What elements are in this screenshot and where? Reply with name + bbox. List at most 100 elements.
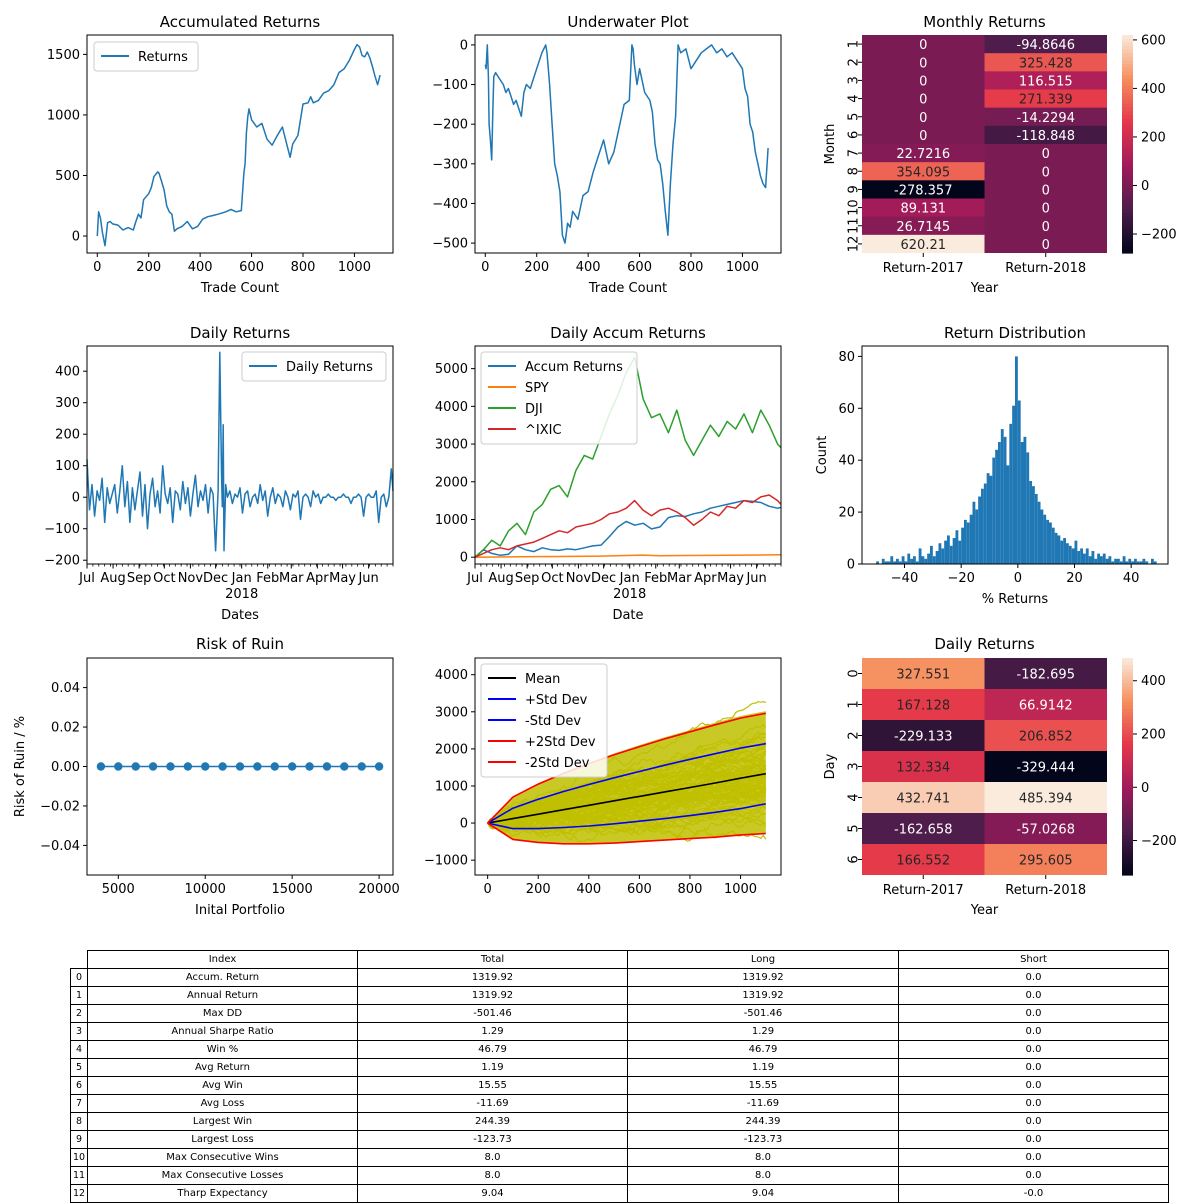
histogram-bar bbox=[1037, 501, 1041, 564]
colorbar-segment bbox=[1122, 690, 1133, 695]
table-cell: 1.19 bbox=[627, 1058, 899, 1077]
table-row-index: 5 bbox=[70, 1058, 88, 1077]
x-tick-label: 400 bbox=[576, 260, 601, 275]
legend-label: Daily Returns bbox=[286, 360, 373, 375]
colorbar-segment bbox=[1122, 85, 1133, 91]
heatmap-cell bbox=[984, 198, 1107, 218]
colorbar-segment bbox=[1122, 89, 1133, 94]
histogram-bar bbox=[1088, 556, 1092, 564]
daily-returns-legend bbox=[241, 351, 387, 382]
x-tick-label: 40 bbox=[1123, 571, 1140, 586]
heatmap-cell bbox=[984, 689, 1107, 721]
heatmap-cell bbox=[862, 53, 985, 72]
heatmap-cell bbox=[862, 782, 985, 814]
x-tick-label: 0 bbox=[93, 260, 101, 275]
colorbar-segment bbox=[1122, 842, 1133, 847]
y-tick-label: 8 bbox=[847, 167, 862, 175]
histogram-bar bbox=[998, 442, 1001, 564]
colorbar-segment bbox=[1122, 169, 1133, 174]
colorbar-tick-label: 0 bbox=[1141, 781, 1149, 796]
y-tick-label: 1000 bbox=[435, 513, 468, 528]
y-tick-label: 4000 bbox=[435, 668, 468, 683]
y-axis-label: Day bbox=[823, 753, 838, 779]
histogram-bar bbox=[1034, 493, 1038, 564]
y-tick-label: 0 bbox=[847, 558, 855, 573]
table-corner bbox=[71, 951, 88, 969]
histogram-bar bbox=[1100, 556, 1103, 564]
colorbar-segment bbox=[1122, 129, 1133, 134]
colorbar-tick-label: 600 bbox=[1141, 33, 1166, 48]
risk-point bbox=[340, 762, 349, 771]
histogram-bar bbox=[1139, 561, 1143, 564]
colorbar-segment bbox=[1122, 809, 1133, 815]
histogram-bar bbox=[1085, 548, 1089, 564]
table-row-index: 8 bbox=[70, 1112, 88, 1131]
x-axis-label: Date bbox=[612, 608, 643, 623]
risk-point bbox=[114, 762, 123, 771]
x-tick-label: Dec bbox=[203, 571, 228, 586]
heatmap-cell-label: 132.334 bbox=[896, 761, 950, 776]
figure: 0 200 400 600 800 1000050010001500Accumulated… bbox=[13, 13, 1177, 918]
heatmap-cell-label: 0 bbox=[1042, 202, 1050, 217]
histogram-bar bbox=[1000, 429, 1004, 564]
y-tick-label: −200 bbox=[432, 118, 468, 133]
histogram-bar bbox=[1006, 465, 1010, 564]
histogram-bar bbox=[1023, 436, 1027, 564]
colorbar-segment bbox=[1122, 737, 1133, 742]
table-cell: 0.0 bbox=[898, 1058, 1169, 1077]
mc-stat-line-2 bbox=[487, 803, 766, 830]
histogram-bar bbox=[907, 553, 911, 564]
colorbar-segment bbox=[1122, 187, 1133, 192]
colorbar-segment bbox=[1122, 154, 1133, 160]
histogram-bar bbox=[1015, 356, 1018, 564]
x-tick-label: 20 bbox=[1066, 571, 1083, 586]
histogram-bar bbox=[1114, 558, 1117, 564]
colorbar-segment bbox=[1122, 856, 1133, 862]
axes-monte_carlo: 0 200 400 600 800 1000 −1000 0 1000 2000 3000 4000 M… bbox=[424, 657, 782, 897]
axes-daily_accum: Jul Aug Sep Oct Nov Dec Jan Feb Mar Apr May Jun 2018… bbox=[435, 324, 782, 623]
histogram-bar bbox=[941, 548, 945, 564]
heatmap-cell-label: 0 bbox=[919, 93, 927, 108]
y-tick-label: 0.02 bbox=[51, 721, 80, 736]
colorbar-segment bbox=[1122, 679, 1133, 684]
x-tick-label: Return-2018 bbox=[1005, 883, 1086, 898]
y-tick-label: 2000 bbox=[435, 742, 468, 757]
heatmap-cell bbox=[862, 234, 985, 253]
y-tick-label: 0 bbox=[847, 669, 862, 677]
histogram-bar bbox=[881, 558, 885, 564]
legend-label: Mean bbox=[525, 672, 560, 687]
x-tick-label: −40 bbox=[891, 571, 918, 586]
mc-stat-line-3 bbox=[487, 712, 766, 824]
colorbar-segment bbox=[1122, 249, 1133, 254]
colorbar-segment bbox=[1122, 140, 1133, 145]
heatmap-cell bbox=[984, 751, 1107, 783]
histogram-bar bbox=[904, 561, 908, 564]
axes-daily_returns: Jul Aug Sep Oct Nov Dec Jan Feb Mar Apr May Jun 2018… bbox=[44, 324, 394, 623]
x-axis-label: Dates bbox=[221, 608, 259, 623]
histogram-bar bbox=[1012, 405, 1015, 564]
table-cell: Avg Win bbox=[87, 1076, 358, 1095]
colorbar-segment bbox=[1122, 838, 1133, 844]
histogram-bar bbox=[949, 545, 953, 564]
histogram-bar bbox=[1134, 558, 1137, 564]
x-tick-label: 15000 bbox=[271, 882, 312, 897]
histogram-bar bbox=[887, 561, 891, 564]
x-tick-label: 5000 bbox=[102, 882, 135, 897]
histogram-bar bbox=[1071, 548, 1075, 564]
x-tick-label: Dec bbox=[591, 571, 616, 586]
colorbar-segment bbox=[1122, 56, 1133, 62]
risk-point bbox=[305, 762, 314, 771]
heatmap-cell bbox=[862, 720, 985, 752]
heatmap-cell bbox=[862, 844, 985, 875]
heatmap-cell-label: 0 bbox=[1042, 220, 1050, 235]
y-tick-label: 4 bbox=[847, 793, 862, 801]
colorbar-segment bbox=[1122, 817, 1133, 822]
table-row-index: 4 bbox=[70, 1040, 88, 1059]
colorbar-segment bbox=[1122, 686, 1133, 692]
risk-point bbox=[357, 762, 366, 771]
table-cell: Max Consecutive Losses bbox=[87, 1166, 358, 1185]
histogram-bar bbox=[1040, 509, 1044, 564]
y-tick-label: 3000 bbox=[435, 438, 468, 453]
histogram-bar bbox=[983, 483, 987, 564]
